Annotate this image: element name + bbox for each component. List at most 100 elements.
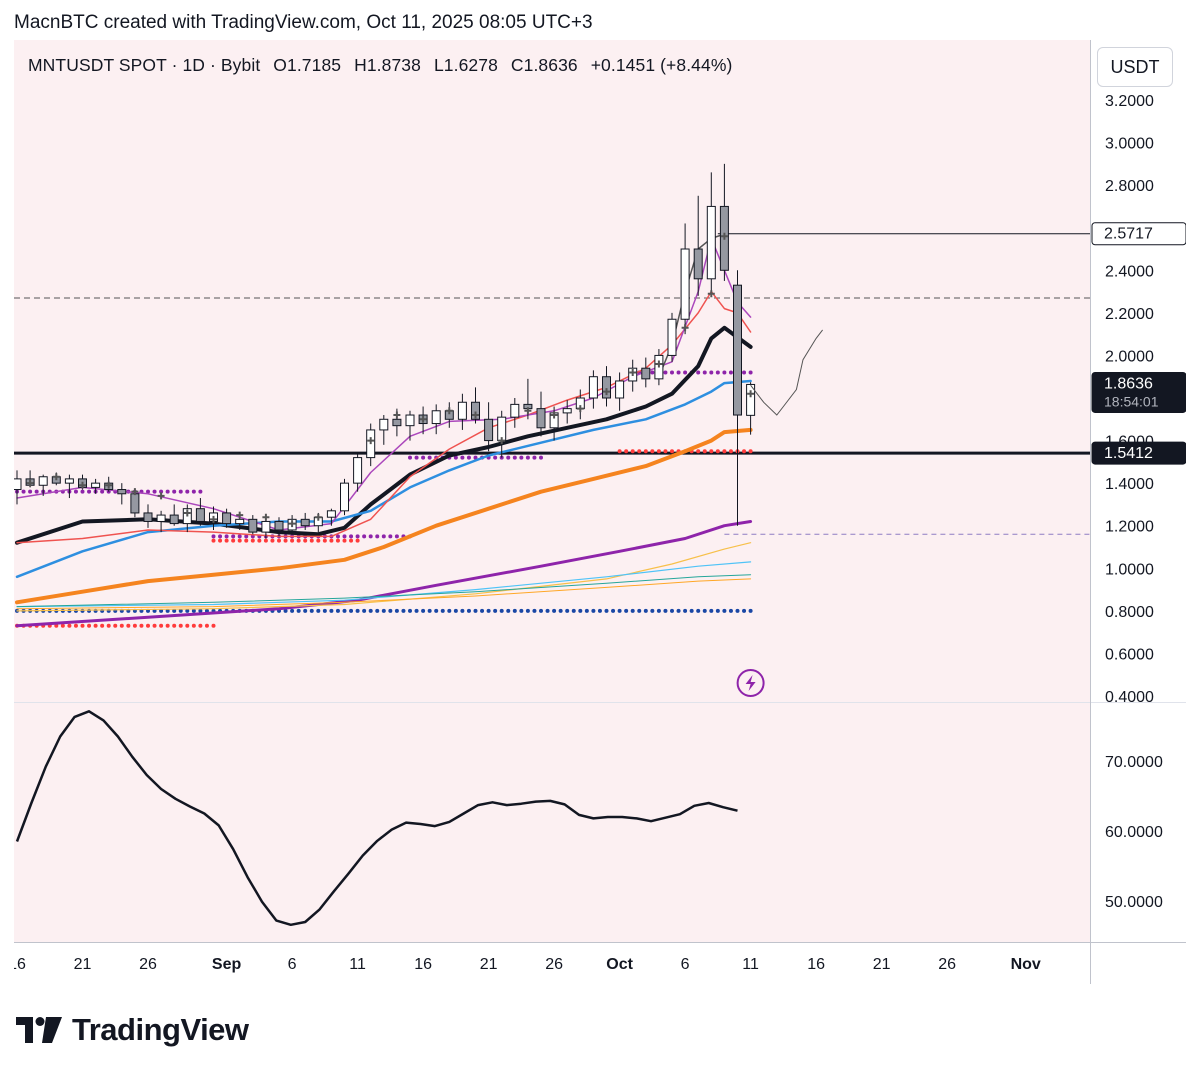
indicator-dot — [375, 608, 380, 613]
indicator-dot — [172, 489, 177, 494]
indicator-dot — [290, 538, 295, 543]
indicator-dot — [87, 623, 92, 628]
currency-unit-button[interactable]: USDT — [1097, 47, 1173, 87]
indicator-dot — [728, 370, 733, 375]
indicator-dot — [224, 538, 229, 543]
indicator-dot — [748, 370, 753, 375]
indicator-dot — [159, 623, 164, 628]
indicator-dot — [34, 489, 39, 494]
ohlc-high: H1.8738 — [354, 55, 421, 75]
indicator-dot — [244, 538, 249, 543]
indicator-dot — [552, 608, 557, 613]
indicator-dot — [349, 538, 354, 543]
indicator-dot — [172, 608, 177, 613]
indicator-dot — [322, 538, 327, 543]
candle-body — [602, 376, 611, 399]
candle-body — [536, 408, 546, 429]
indicator-dot — [100, 489, 105, 494]
indicator-dot — [709, 449, 714, 454]
cross-marker — [445, 407, 453, 415]
cross-marker — [105, 481, 113, 489]
indicator-dot — [728, 608, 733, 613]
indicator-dot — [191, 623, 196, 628]
indicator-dot — [185, 623, 190, 628]
indicator-dot — [244, 534, 249, 539]
indicator-dot — [322, 608, 327, 613]
indicator-dot — [394, 608, 399, 613]
cross-marker — [26, 479, 34, 487]
indicator-dot — [335, 538, 340, 543]
indicator-dot — [198, 608, 203, 613]
indicator-dot — [650, 608, 655, 613]
time-tick-label: 21 — [74, 956, 92, 973]
time-tick-label: 26 — [139, 956, 157, 973]
indicator-dot — [316, 538, 321, 543]
time-tick-label: 16 — [807, 956, 825, 973]
candle-body — [300, 518, 310, 527]
indicator-dot — [80, 489, 85, 494]
indicator-dot — [643, 608, 648, 613]
time-tick-label: Oct — [606, 956, 633, 973]
indicator-dot — [742, 370, 747, 375]
indicator-dot — [506, 608, 511, 613]
indicator-dot — [440, 608, 445, 613]
indicator-dot — [388, 534, 393, 539]
indicator-dot — [676, 370, 681, 375]
time-tick-label: 16 — [414, 956, 432, 973]
cross-marker — [472, 411, 479, 419]
price-tick-label: 2.4000 — [1105, 263, 1154, 280]
indicator-dot — [165, 623, 170, 628]
indicator-dot — [335, 608, 340, 613]
indicator-dot — [728, 449, 733, 454]
indicator-dot — [191, 608, 196, 613]
indicator-tick-label: 60.0000 — [1105, 824, 1163, 841]
indicator-dot — [630, 449, 635, 454]
indicator-dot — [499, 608, 504, 613]
indicator-dot — [394, 534, 399, 539]
indicator-dot — [493, 455, 498, 460]
indicator-dot — [381, 608, 386, 613]
indicator-dot — [342, 608, 347, 613]
indicator-dot — [676, 608, 681, 613]
indicator-dot — [152, 623, 157, 628]
indicator-dot — [362, 608, 367, 613]
price-tick-label: 3.2000 — [1105, 93, 1154, 110]
cross-marker — [603, 388, 610, 396]
indicator-dot — [185, 608, 190, 613]
indicator-dot — [329, 608, 334, 613]
cross-marker — [419, 415, 427, 423]
time-tick-label: 26 — [938, 956, 956, 973]
indicator-dot — [87, 608, 92, 613]
indicator-dot — [709, 608, 714, 613]
indicator-dot — [637, 608, 642, 613]
indicator-dot — [87, 489, 92, 494]
time-tick-label: 26 — [545, 956, 563, 973]
indicator-dot — [146, 623, 150, 628]
indicator-dot — [722, 370, 727, 375]
projection-line — [750, 329, 823, 416]
price-tick-label: 1.0000 — [1105, 561, 1154, 578]
candle-body — [510, 403, 520, 418]
indicator-dot — [460, 608, 465, 613]
price-tick-label: 2.8000 — [1105, 178, 1154, 195]
indicator-dot — [473, 455, 478, 460]
indicator-dot — [584, 608, 589, 613]
price-tag-value: 2.5717 — [1104, 226, 1153, 243]
indicator-dot — [466, 608, 471, 613]
price-tick-label: 3.0000 — [1105, 136, 1154, 153]
cross-marker — [367, 437, 375, 445]
time-tick-label: 21 — [873, 956, 891, 973]
candlestick-chart[interactable]: 3.20003.00002.80002.40002.20002.00001.60… — [8, 40, 1187, 984]
indicator-dot — [473, 608, 478, 613]
candle-body — [471, 401, 480, 420]
ema-line — [16, 542, 752, 612]
indicator-dot — [67, 623, 72, 628]
indicator-dot — [565, 608, 570, 613]
indicator-dot — [73, 489, 78, 494]
indicator-dot — [643, 449, 648, 454]
indicator-dot — [525, 608, 530, 613]
price-tick-label: 2.0000 — [1105, 348, 1154, 365]
candle-body — [326, 510, 336, 518]
indicator-dot — [742, 608, 747, 613]
dot-rows — [15, 370, 753, 628]
